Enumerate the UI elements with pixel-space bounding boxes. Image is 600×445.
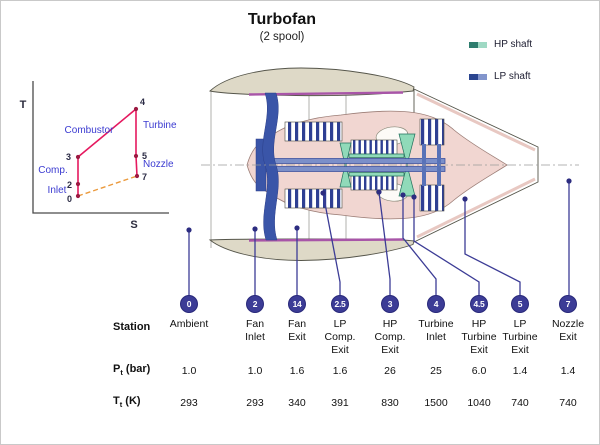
tt-value: 740 bbox=[559, 397, 577, 409]
ts-label-comp: Comp. bbox=[38, 165, 67, 176]
station-badge-0: 0 bbox=[180, 295, 198, 313]
pt-value: 1.4 bbox=[560, 365, 576, 377]
pt-value: 6.0 bbox=[471, 365, 487, 377]
ts-label-turbine: Turbine bbox=[143, 120, 177, 131]
pt-value: 26 bbox=[384, 365, 396, 377]
leader-3 bbox=[378, 191, 391, 295]
ts-point-2: 2 bbox=[67, 180, 72, 190]
station-row-header: Station bbox=[113, 321, 151, 333]
station-badge-4: 4 bbox=[427, 295, 445, 313]
ts-point-0: 0 bbox=[67, 194, 72, 204]
leader-4-5 bbox=[413, 197, 480, 295]
lp-compressor-lower bbox=[284, 188, 343, 209]
ts-label-inlet: Inlet bbox=[48, 185, 67, 196]
station-badge-2: 2 bbox=[246, 295, 264, 313]
nacelle-upper bbox=[209, 67, 415, 97]
blade-rows bbox=[284, 118, 445, 212]
ts-bypass-dashed-line bbox=[77, 175, 138, 197]
nozzle-upper-cowl-band bbox=[416, 92, 536, 152]
pt-value: 1.4 bbox=[512, 365, 528, 377]
station-name: LP Turbine Exit bbox=[502, 318, 538, 356]
ts-point-3: 3 bbox=[66, 152, 71, 162]
tt-value: 1500 bbox=[424, 397, 448, 409]
lp-turbine-upper bbox=[419, 118, 445, 146]
hp-shaft-lower-bar bbox=[348, 172, 405, 177]
leader-5 bbox=[464, 199, 521, 295]
pt-value: 1.0 bbox=[247, 365, 263, 377]
fan-duct-liner-lower bbox=[248, 238, 404, 242]
station-leader-lines bbox=[188, 181, 570, 295]
tt-row-header: Tt (K) bbox=[113, 395, 141, 410]
station-badge-3: 3 bbox=[381, 295, 399, 313]
ts-x-axis-label: S bbox=[130, 219, 137, 231]
nacelle-lower bbox=[208, 238, 415, 261]
ts-y-axis-label: T bbox=[20, 99, 27, 111]
station-name: Fan Exit bbox=[287, 318, 307, 343]
pt-row-header: Pt (bar) bbox=[113, 363, 151, 378]
station-badge-2-5: 2.5 bbox=[331, 295, 349, 313]
hp-compressor-lower bbox=[350, 175, 398, 191]
ts-point-7: 7 bbox=[142, 172, 147, 182]
ts-point-4: 4 bbox=[140, 97, 145, 107]
legend-lp-label: LP shaft bbox=[494, 71, 531, 82]
legend-lp-shaft: LP shaft bbox=[469, 71, 531, 82]
ts-diagram: T S 0 2 3 4 5 7 Combustor Turbine Comp. bbox=[20, 81, 177, 231]
station-name: HP Turbine Exit bbox=[461, 318, 497, 356]
station-badge-7: 7 bbox=[559, 295, 577, 313]
hp-shaft-swatch-icon bbox=[469, 41, 487, 48]
page-title: Turbofan bbox=[247, 11, 317, 28]
lp-compressor-upper bbox=[284, 121, 343, 142]
station-name: HP Comp. Exit bbox=[374, 318, 406, 356]
tt-value: 740 bbox=[511, 397, 529, 409]
pt-value: 25 bbox=[430, 365, 442, 377]
tt-value: 830 bbox=[381, 397, 399, 409]
lp-shaft-swatch-icon bbox=[469, 73, 487, 80]
station-name: Ambient bbox=[169, 318, 209, 330]
station-badge-4-5: 4.5 bbox=[470, 295, 488, 313]
hp-compressor-upper bbox=[350, 139, 398, 155]
page-subtitle: (2 spool) bbox=[259, 31, 305, 43]
legend-hp-shaft: HP shaft bbox=[469, 39, 532, 50]
ts-point-5: 5 bbox=[142, 151, 147, 161]
station-name: Turbine Inlet bbox=[418, 318, 454, 343]
station-badge-14: 14 bbox=[288, 295, 306, 313]
tt-value: 293 bbox=[246, 397, 264, 409]
station-badge-5: 5 bbox=[511, 295, 529, 313]
pt-value: 1.0 bbox=[181, 365, 197, 377]
ts-cycle-points bbox=[75, 106, 140, 199]
hp-shaft-upper-bar bbox=[348, 153, 405, 158]
nozzle-lower-cowl-band bbox=[416, 177, 536, 239]
ts-label-combustor: Combustor bbox=[65, 125, 115, 136]
leader-dots bbox=[186, 178, 572, 233]
lp-shaft-lower-bar bbox=[258, 166, 446, 172]
station-name: Fan Inlet bbox=[245, 318, 265, 343]
ts-cycle-line bbox=[77, 107, 138, 196]
station-name: LP Comp. Exit bbox=[324, 318, 356, 356]
tt-value: 293 bbox=[180, 397, 198, 409]
pt-value: 1.6 bbox=[289, 365, 305, 377]
tt-value: 1040 bbox=[467, 397, 491, 409]
leader-2-5 bbox=[322, 192, 341, 295]
pt-value: 1.6 bbox=[332, 365, 348, 377]
leader-4 bbox=[402, 195, 437, 295]
lp-shaft-upper-bar bbox=[258, 158, 446, 164]
engine-cross-section bbox=[201, 67, 579, 261]
tt-value: 391 bbox=[331, 397, 349, 409]
tt-value: 340 bbox=[288, 397, 306, 409]
ts-label-nozzle: Nozzle bbox=[143, 159, 174, 170]
fan-blade bbox=[262, 92, 279, 241]
legend-hp-label: HP shaft bbox=[494, 39, 533, 50]
station-name: Nozzle Exit bbox=[551, 318, 585, 343]
lp-turbine-lower bbox=[419, 184, 445, 212]
ts-axes bbox=[32, 81, 169, 214]
